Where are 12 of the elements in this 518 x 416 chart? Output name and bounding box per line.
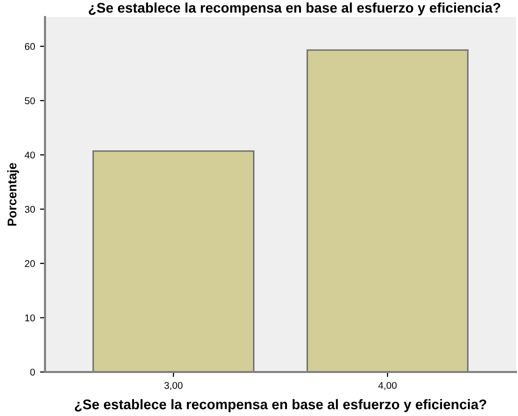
y-tick-label: 0 <box>30 368 35 376</box>
y-tick-label: 30 <box>24 206 35 213</box>
y-tick-label: 60 <box>24 43 35 50</box>
chart-title: ¿Se establece la recompensa en base al esfuerzo y eficiencia? <box>88 2 500 16</box>
y-tick-label: 10 <box>25 314 35 322</box>
x-tick-label: 4,00 <box>378 382 397 390</box>
y-tick-label: 40 <box>24 152 35 158</box>
y-tick-label: 50 <box>24 97 35 104</box>
x-tick-label: 3,00 <box>164 382 183 390</box>
y-tick-label: 20 <box>24 260 35 268</box>
x-axis-title: ¿Se establece la recompensa en base al esfuerzo y eficiencia? <box>74 399 486 412</box>
y-axis-title: Porcentaje <box>7 162 19 226</box>
